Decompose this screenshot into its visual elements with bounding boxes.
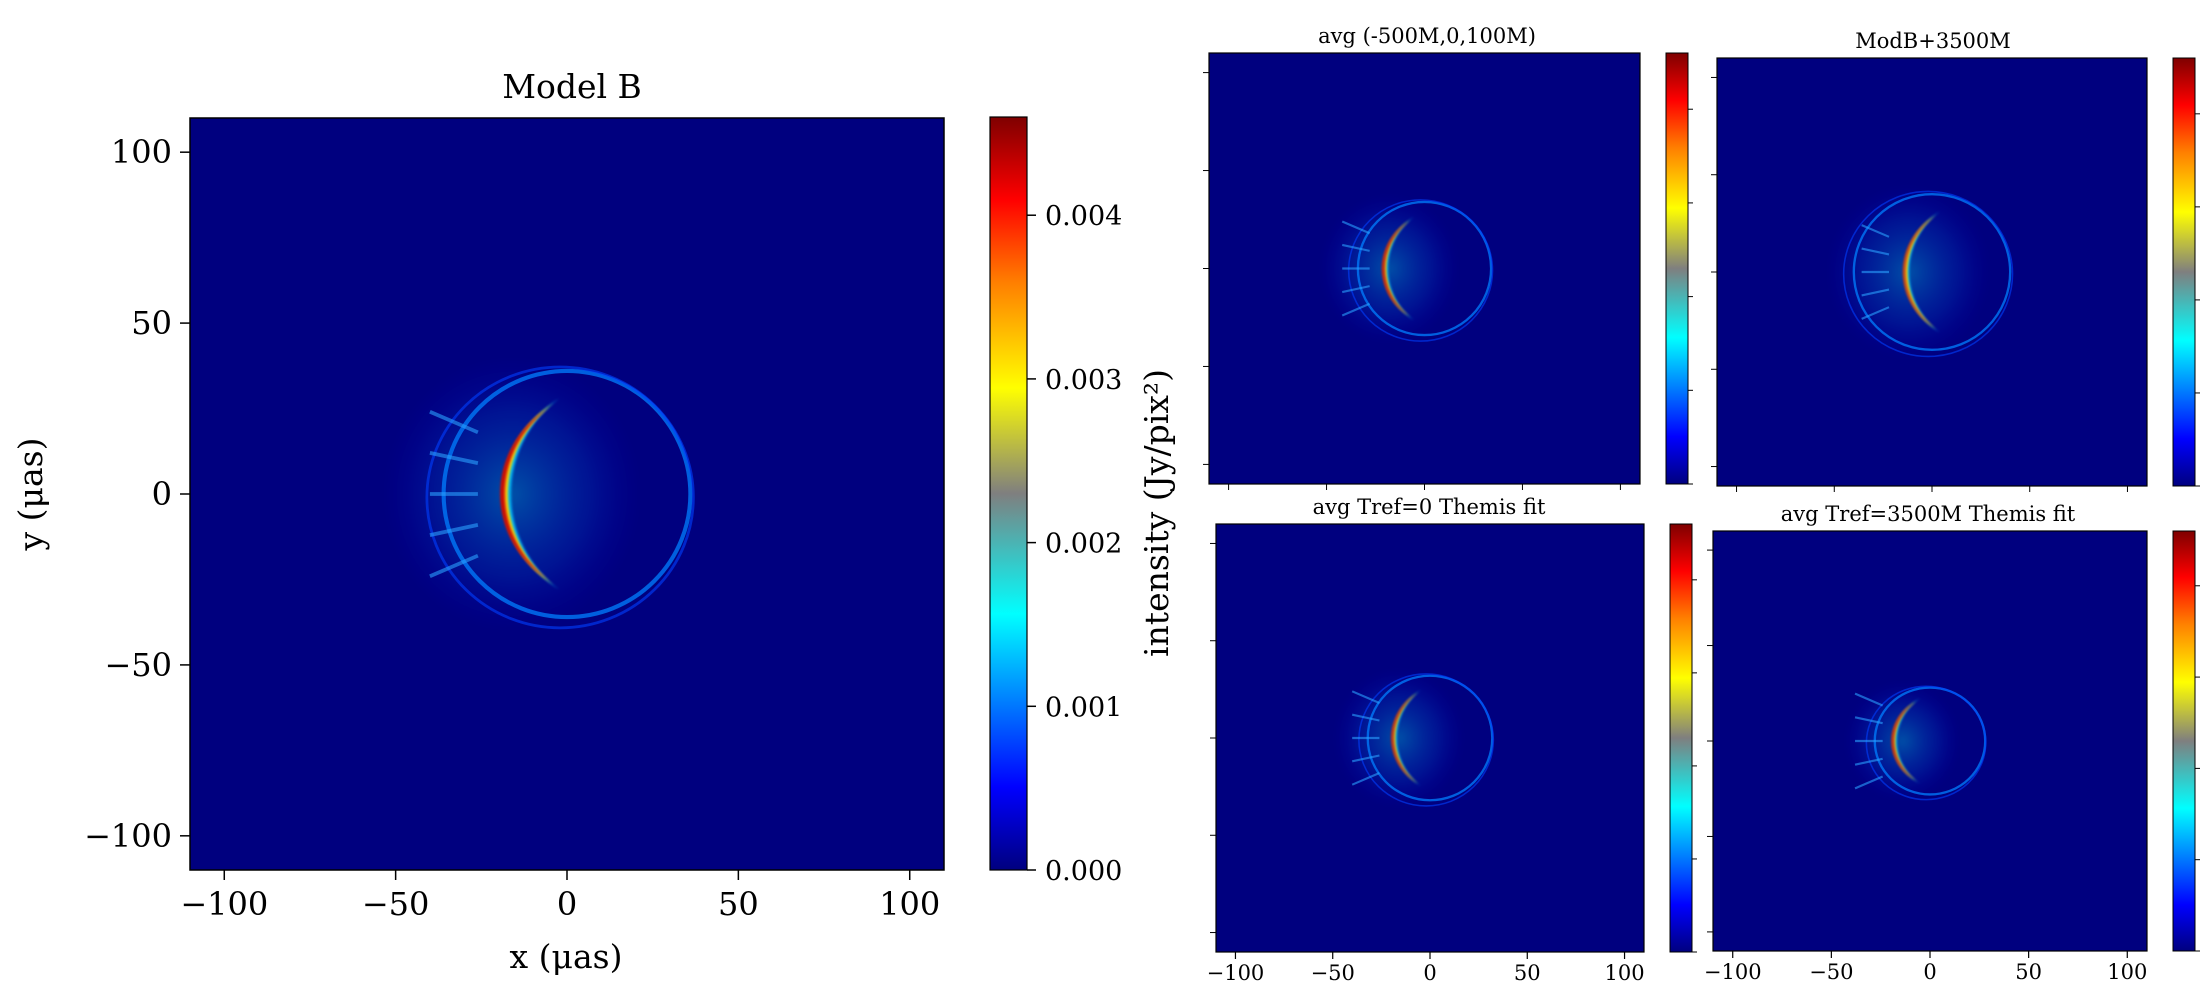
feather-streak <box>429 523 479 537</box>
crescent-inner <box>1392 693 1417 783</box>
photon-ring <box>1852 193 2012 351</box>
feather-streak <box>1861 306 1890 320</box>
model-b-intensity-image <box>382 356 695 632</box>
modb-3500m-title: ModB+3500M <box>1855 29 2011 53</box>
x-tick-label: 0 <box>557 885 577 923</box>
tref3500m-panel: avg Tref=3500M Themis fit −100 −50 0 50 100 <box>1704 502 2196 984</box>
avg-panel-colorbar <box>1665 52 1689 485</box>
feather-streak <box>1341 285 1370 294</box>
tref3500m-title: avg Tref=3500M Themis fit <box>1781 502 2076 526</box>
modb-3500m-intensity-image <box>1826 184 2014 360</box>
sub-x-tick-label: 0 <box>1423 961 1436 985</box>
sub-x-tick-label: 50 <box>1514 961 1541 985</box>
colorbar-tick-label: 0.001 <box>1045 692 1122 723</box>
crescent-outer <box>1906 211 1940 333</box>
colorbar-label: intensity (Jy/pix²) <box>1137 369 1176 657</box>
crescent-mid <box>1904 214 1937 330</box>
sub-panel-minor-ticks <box>1203 72 2200 953</box>
feather-streak <box>429 553 479 578</box>
colorbar-tick-label: 0.002 <box>1045 529 1122 560</box>
feather-streak <box>1351 713 1380 722</box>
crescent-inner <box>501 406 550 582</box>
tref0-colorbar <box>1669 523 1693 953</box>
crescent-core <box>1902 218 1933 326</box>
y-tick-label: 50 <box>131 304 172 342</box>
model-b-panel: Model B −100 −50 0 50 100 −100 −50 0 50 100 x (μa… <box>11 67 1176 976</box>
outer-ring <box>1358 673 1495 807</box>
feather-streak <box>1351 772 1380 786</box>
modb-3500m-panel: ModB+3500M <box>1716 29 2196 487</box>
tref3500m-axis-ticks: −100 −50 0 50 100 <box>1704 951 2147 984</box>
feather-streak <box>1351 690 1380 704</box>
crescent-core <box>500 409 547 579</box>
crescent-core <box>1891 703 1915 779</box>
feather-streak <box>1861 247 1890 256</box>
model-b-y-axis-label: y (μas) <box>11 438 50 552</box>
feather-streak <box>1351 754 1380 763</box>
colorbar-tick-label: 0.004 <box>1045 201 1122 232</box>
sub-x-tick-label: −100 <box>1704 960 1762 984</box>
feather-streak <box>1861 288 1890 297</box>
crescent-mid <box>1893 700 1918 782</box>
feather-streak <box>1341 302 1371 317</box>
feather-streak <box>1854 716 1883 725</box>
crescent-outer <box>1385 216 1414 321</box>
tref3500m-intensity-image <box>1844 681 1987 801</box>
tref0-title: avg Tref=0 Themis fit <box>1313 495 1546 519</box>
feather-streak <box>1854 692 1884 707</box>
avg-panel: avg (-500M,0,100M) <box>1208 24 1689 485</box>
model-b-x-axis-label: x (μas) <box>510 937 623 976</box>
tref0-panel: avg Tref=0 Themis fit −100 −50 0 50 100 <box>1207 495 1693 985</box>
feather-streak <box>1341 220 1371 235</box>
feather-streak <box>429 410 479 435</box>
sub-x-tick-label: −100 <box>1207 961 1265 985</box>
y-tick-label: −100 <box>84 817 172 855</box>
x-tick-label: −100 <box>180 885 268 923</box>
sub-x-tick-label: −50 <box>1809 960 1853 984</box>
sub-x-tick-label: −50 <box>1311 961 1355 985</box>
crescent-outer <box>506 398 560 590</box>
outer-ring <box>1347 199 1494 342</box>
feather-streak <box>1861 224 1890 238</box>
crescent-outer <box>1894 698 1921 784</box>
crescent-core <box>1391 695 1415 781</box>
avg-panel-intensity-image <box>1319 193 1494 344</box>
tref0-intensity-image <box>1333 668 1495 808</box>
crescent-inner <box>1382 221 1409 316</box>
x-tick-label: 50 <box>718 885 759 923</box>
y-tick-label: −50 <box>104 646 172 684</box>
model-b-colorbar <box>989 116 1028 871</box>
crescent-core <box>1382 222 1407 315</box>
sub-x-tick-label: 50 <box>2015 960 2042 984</box>
feather-streak <box>1341 243 1370 252</box>
sub-x-tick-label: 100 <box>2107 960 2147 984</box>
outer-ring <box>425 365 695 630</box>
outer-ring <box>1842 190 2014 358</box>
crescent-mid <box>503 403 554 585</box>
crescent-mid <box>1393 692 1419 784</box>
crescent-mid <box>1383 219 1411 318</box>
feather-streak <box>1854 757 1883 766</box>
x-tick-label: 100 <box>879 885 940 923</box>
y-tick-label: 100 <box>111 133 172 171</box>
avg-panel-title: avg (-500M,0,100M) <box>1318 24 1536 48</box>
crescent-outer <box>1394 689 1422 787</box>
x-tick-label: −50 <box>362 885 430 923</box>
colorbar-tick-label: 0.003 <box>1045 365 1122 396</box>
tref3500m-colorbar <box>2172 530 2196 952</box>
sub-x-tick-label: 100 <box>1604 961 1644 985</box>
feather-streak <box>1854 775 1884 790</box>
y-tick-label: 0 <box>152 475 172 513</box>
sub-x-tick-label: 0 <box>1923 960 1936 984</box>
colorbar-tick-label: 0.000 <box>1045 856 1122 887</box>
model-b-colorbar-ticks: 0.000 0.001 0.002 0.003 0.004 <box>1027 201 1122 887</box>
model-b-title: Model B <box>502 67 642 106</box>
model-b-axis-ticks: −100 −50 0 50 100 −100 −50 0 50 100 <box>84 133 940 923</box>
crescent-inner <box>1892 701 1916 781</box>
outer-ring <box>1865 685 1987 801</box>
feather-streak <box>429 451 479 465</box>
modb-3500m-colorbar <box>2172 57 2196 487</box>
tref0-axis-ticks: −100 −50 0 50 100 <box>1207 952 1645 985</box>
